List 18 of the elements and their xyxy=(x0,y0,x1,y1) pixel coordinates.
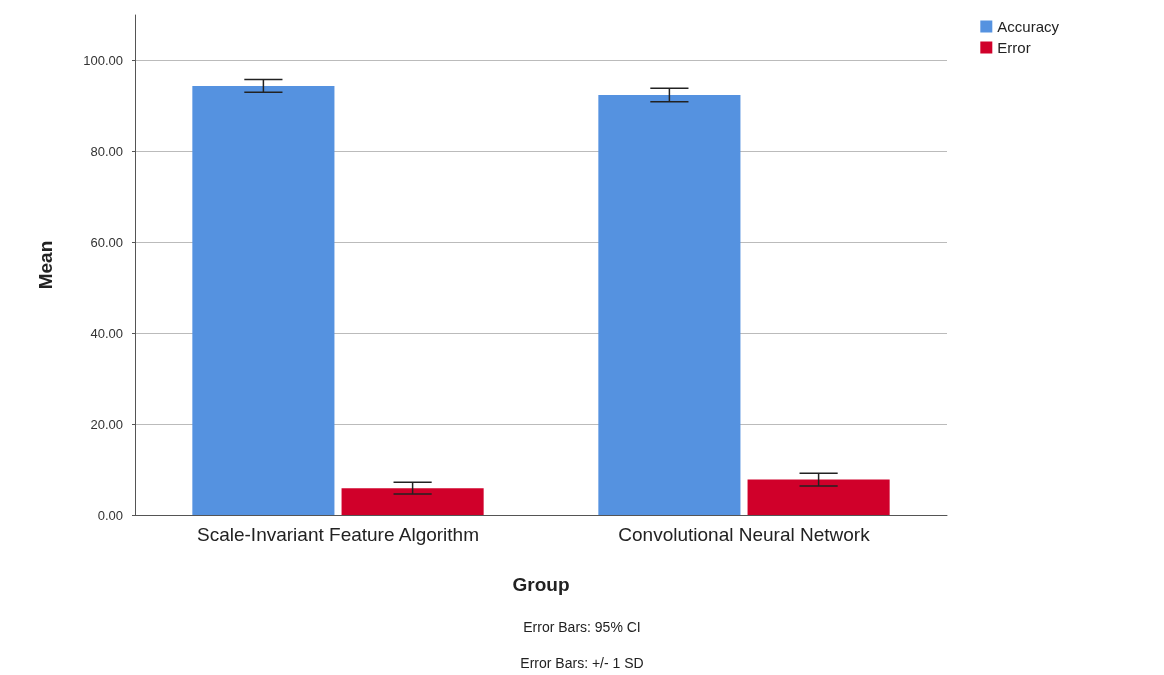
bar xyxy=(192,85,335,515)
bar xyxy=(747,479,890,515)
y-tick-label: 40.00 xyxy=(90,325,123,341)
y-tick-label: 80.00 xyxy=(90,143,123,159)
bar xyxy=(598,95,741,515)
x-tick-label: Scale-Invariant Feature Algorithm xyxy=(197,524,479,545)
legend-label: Error xyxy=(997,39,1031,56)
y-tick-label: 20.00 xyxy=(90,416,123,432)
x-axis-title: Group xyxy=(512,574,570,595)
y-tick-label: 100.00 xyxy=(83,52,123,68)
text: Error Bars: +/- 1 SD xyxy=(520,655,644,671)
y-tick-label: 60.00 xyxy=(90,234,123,250)
y-axis-title: Mean xyxy=(35,240,56,290)
text: Error Bars: 95% CI xyxy=(523,619,641,635)
bar xyxy=(341,488,484,515)
x-tick-label: Convolutional Neural Network xyxy=(618,524,871,545)
y-tick-label: 0.00 xyxy=(97,507,123,523)
legend-label: Accuracy xyxy=(997,18,1060,35)
